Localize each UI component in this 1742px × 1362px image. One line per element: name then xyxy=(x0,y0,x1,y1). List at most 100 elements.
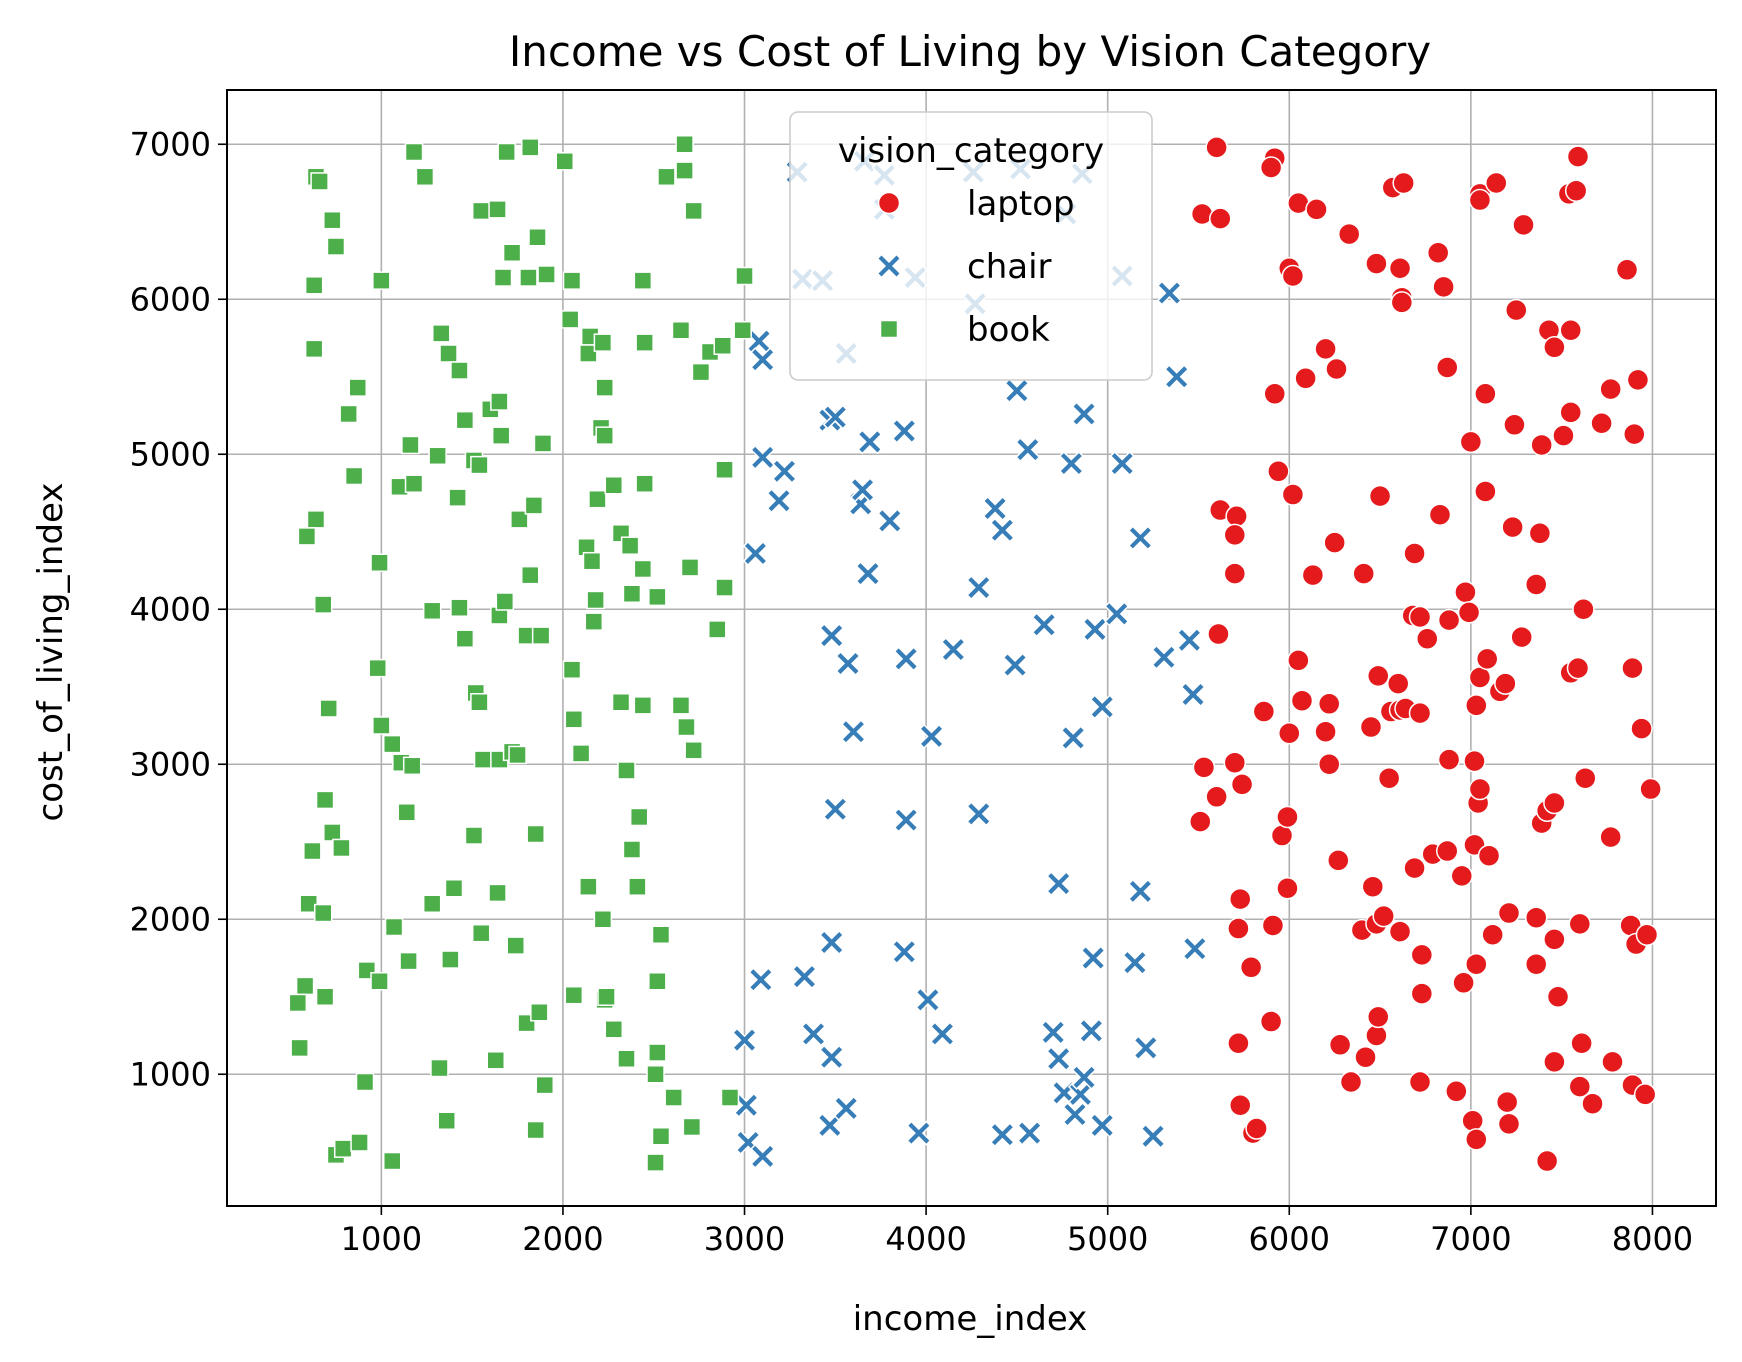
book-point xyxy=(402,756,422,776)
laptop-point xyxy=(1543,791,1566,815)
laptop-point xyxy=(1474,382,1497,406)
book-point xyxy=(495,592,515,611)
laptop-point xyxy=(1599,377,1622,401)
book-point xyxy=(437,1111,456,1130)
book-point xyxy=(430,1058,449,1078)
chair-point xyxy=(906,1120,932,1146)
laptop-point xyxy=(1223,562,1247,585)
laptop-point xyxy=(1428,503,1452,526)
laptop-point xyxy=(1323,531,1346,554)
laptop-point xyxy=(1445,1080,1468,1103)
book-point xyxy=(671,696,691,715)
laptop-point xyxy=(1461,1109,1484,1132)
book-point xyxy=(611,693,631,712)
book-point xyxy=(470,693,489,712)
book-point xyxy=(455,410,475,430)
laptop-point xyxy=(1410,943,1434,967)
x-tick-label: 7000 xyxy=(1430,1220,1511,1258)
laptop-point xyxy=(1574,766,1597,790)
chair-point xyxy=(893,807,919,833)
laptop-point xyxy=(1354,1045,1377,1069)
chair-point xyxy=(822,796,848,822)
book-point xyxy=(439,344,458,363)
book-point xyxy=(657,167,676,187)
book-point xyxy=(471,923,491,943)
x-tick-label: 5000 xyxy=(1067,1220,1148,1258)
book-point xyxy=(520,138,540,157)
book-point xyxy=(422,894,442,913)
chair-point xyxy=(1071,401,1097,427)
laptop-point xyxy=(1639,777,1662,801)
laptop-point xyxy=(1468,188,1492,212)
laptop-point xyxy=(1528,522,1552,545)
book-point xyxy=(444,879,464,898)
laptop-point xyxy=(1317,692,1341,716)
chair-point xyxy=(891,418,917,444)
book-point xyxy=(422,601,442,621)
book-point xyxy=(633,559,653,579)
book-point xyxy=(604,476,624,495)
book-point xyxy=(502,243,522,262)
y-tick-label: 2000 xyxy=(130,900,211,938)
laptop-point xyxy=(1432,275,1455,299)
book-point xyxy=(350,1133,369,1152)
chair-point xyxy=(819,929,845,956)
laptop-point xyxy=(1361,875,1385,898)
legend-label-chair: chair xyxy=(967,247,1052,287)
laptop-point xyxy=(1290,689,1314,712)
x-tick-label: 4000 xyxy=(885,1220,966,1258)
book-point xyxy=(646,1153,665,1172)
book-point xyxy=(622,584,642,603)
book-point xyxy=(519,268,538,287)
book-point xyxy=(404,142,424,162)
laptop-point xyxy=(1494,672,1517,695)
chair-point xyxy=(1082,616,1108,642)
book-point xyxy=(708,620,727,639)
laptop-point xyxy=(1465,694,1488,717)
laptop-point xyxy=(1367,664,1390,688)
laptop-point xyxy=(1408,605,1432,629)
book-point xyxy=(715,460,734,479)
chair-point xyxy=(742,540,769,567)
book-point xyxy=(629,807,649,827)
book-point xyxy=(428,446,447,466)
laptop-point xyxy=(1352,562,1375,585)
book-point xyxy=(528,228,547,247)
laptop-point xyxy=(1261,914,1285,937)
laptop-point xyxy=(1365,1024,1388,1047)
chair-point xyxy=(1015,437,1041,463)
laptop-point xyxy=(1388,920,1412,943)
chair-point xyxy=(1046,1046,1072,1072)
chair-point xyxy=(1109,450,1135,477)
laptop-point xyxy=(1465,1128,1488,1151)
book-point xyxy=(560,310,580,329)
laptop-point xyxy=(1485,171,1508,195)
laptop-point xyxy=(1259,1010,1283,1033)
chair-point xyxy=(1060,725,1086,751)
laptop-point xyxy=(1623,422,1646,446)
book-point xyxy=(622,840,642,859)
laptop-point xyxy=(1503,413,1526,437)
chair-point xyxy=(1089,694,1115,720)
book-point xyxy=(635,474,654,493)
laptop-point xyxy=(1408,701,1432,725)
chair-point xyxy=(835,650,861,677)
book-point xyxy=(488,200,507,219)
laptop-point xyxy=(1543,1050,1566,1074)
chair-point xyxy=(1062,1101,1088,1128)
chair-point xyxy=(1071,1064,1097,1090)
chair-point xyxy=(982,495,1008,522)
laptop-point xyxy=(1267,460,1290,483)
laptop-point xyxy=(1559,401,1582,424)
book-point xyxy=(595,378,614,397)
chair-point xyxy=(1080,945,1106,971)
book-point xyxy=(491,426,511,445)
laptop-point xyxy=(1209,207,1232,230)
chair-point xyxy=(989,517,1015,543)
book-point xyxy=(633,696,653,715)
chair-point xyxy=(840,719,867,745)
chair-point xyxy=(771,458,798,484)
book-point xyxy=(593,910,613,929)
book-point xyxy=(313,903,333,923)
chair-point xyxy=(791,964,818,990)
